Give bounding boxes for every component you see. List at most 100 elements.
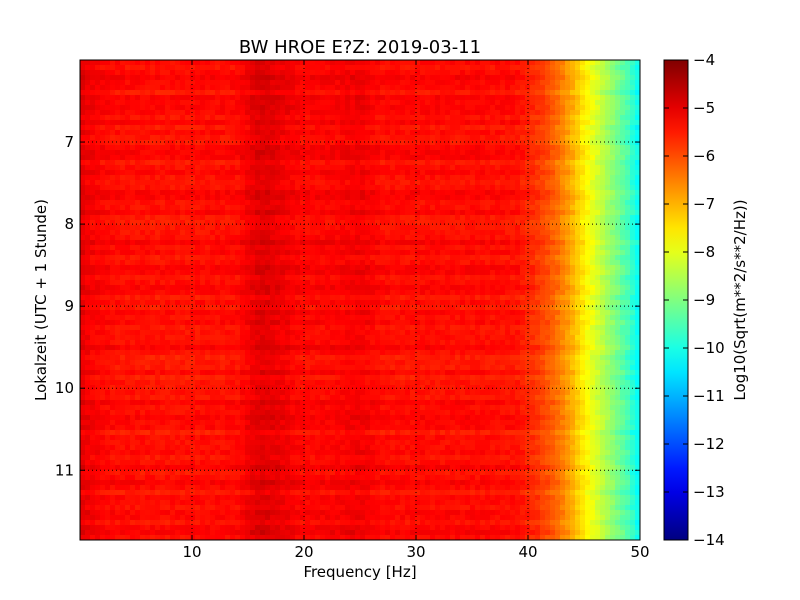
heatmap-cell bbox=[95, 80, 101, 86]
heatmap-cell bbox=[425, 135, 431, 141]
heatmap-cell bbox=[200, 60, 206, 66]
heatmap-cell bbox=[115, 245, 121, 251]
heatmap-cell bbox=[385, 245, 391, 251]
heatmap-cell bbox=[235, 245, 241, 251]
heatmap-cell bbox=[525, 100, 531, 106]
heatmap-cell bbox=[590, 195, 596, 201]
heatmap-cell bbox=[615, 80, 621, 86]
heatmap-cell bbox=[140, 160, 146, 166]
heatmap-cell bbox=[125, 155, 131, 161]
heatmap-cell bbox=[570, 175, 576, 181]
heatmap-cell bbox=[630, 160, 636, 166]
heatmap-cell bbox=[290, 150, 296, 156]
heatmap-cell bbox=[560, 110, 566, 116]
heatmap-cell bbox=[510, 100, 516, 106]
heatmap-cell bbox=[565, 250, 571, 256]
heatmap-cell bbox=[115, 85, 121, 91]
heatmap-cell bbox=[465, 70, 471, 76]
heatmap-cell bbox=[165, 65, 171, 71]
heatmap-cell bbox=[490, 100, 496, 106]
heatmap-cell bbox=[105, 95, 111, 101]
heatmap-cell bbox=[605, 265, 611, 271]
heatmap-cell bbox=[150, 125, 156, 131]
heatmap-cell bbox=[190, 245, 196, 251]
heatmap-cell bbox=[430, 215, 436, 221]
heatmap-cell bbox=[110, 210, 116, 216]
heatmap-cell bbox=[625, 275, 631, 281]
heatmap-cell bbox=[115, 110, 121, 116]
heatmap-cell bbox=[90, 270, 96, 276]
heatmap-cell bbox=[405, 235, 411, 241]
heatmap-cell bbox=[180, 130, 186, 136]
heatmap-cell bbox=[610, 200, 616, 206]
heatmap-cell bbox=[335, 80, 341, 86]
heatmap-cell bbox=[385, 270, 391, 276]
heatmap-cell bbox=[555, 125, 561, 131]
heatmap-cell bbox=[155, 65, 161, 71]
heatmap-cell bbox=[415, 245, 421, 251]
heatmap-cell bbox=[335, 210, 341, 216]
heatmap-cell bbox=[165, 105, 171, 111]
heatmap-cell bbox=[440, 125, 446, 131]
heatmap-cell bbox=[100, 215, 106, 221]
heatmap-cell bbox=[330, 280, 336, 286]
heatmap-cell bbox=[210, 95, 216, 101]
heatmap-cell bbox=[625, 215, 631, 221]
heatmap-cell bbox=[570, 80, 576, 86]
heatmap-cell bbox=[215, 100, 221, 106]
heatmap-cell bbox=[635, 80, 641, 86]
heatmap-cell bbox=[140, 195, 146, 201]
heatmap-cell bbox=[460, 200, 466, 206]
heatmap-cell bbox=[360, 170, 366, 176]
heatmap-cell bbox=[445, 270, 451, 276]
heatmap-cell bbox=[535, 100, 541, 106]
heatmap-cell bbox=[300, 250, 306, 256]
heatmap-cell bbox=[425, 215, 431, 221]
heatmap-cell bbox=[320, 110, 326, 116]
heatmap-cell bbox=[195, 85, 201, 91]
heatmap-cell bbox=[125, 195, 131, 201]
heatmap-cell bbox=[80, 130, 86, 136]
heatmap-cell bbox=[365, 265, 371, 271]
heatmap-cell bbox=[85, 250, 91, 256]
heatmap-cell bbox=[240, 195, 246, 201]
heatmap-cell bbox=[90, 220, 96, 226]
heatmap-cell bbox=[170, 185, 176, 191]
heatmap-cell bbox=[235, 275, 241, 281]
heatmap-cell bbox=[240, 145, 246, 151]
heatmap-cell bbox=[410, 180, 416, 186]
heatmap-cell bbox=[545, 240, 551, 246]
heatmap-cell bbox=[385, 115, 391, 121]
heatmap-cell bbox=[425, 220, 431, 226]
heatmap-cell bbox=[240, 280, 246, 286]
heatmap-cell bbox=[175, 155, 181, 161]
heatmap-cell bbox=[390, 210, 396, 216]
heatmap-cell bbox=[450, 205, 456, 211]
heatmap-cell bbox=[205, 85, 211, 91]
heatmap-cell bbox=[630, 255, 636, 261]
heatmap-cell bbox=[330, 90, 336, 96]
heatmap-cell bbox=[310, 190, 316, 196]
heatmap-cell bbox=[495, 165, 501, 171]
heatmap-cell bbox=[310, 90, 316, 96]
heatmap-cell bbox=[425, 70, 431, 76]
heatmap-cell bbox=[290, 155, 296, 161]
heatmap-cell bbox=[305, 125, 311, 131]
heatmap-cell bbox=[240, 100, 246, 106]
heatmap-cell bbox=[550, 190, 556, 196]
heatmap-cell bbox=[550, 260, 556, 266]
heatmap-cell bbox=[415, 60, 421, 66]
heatmap-cell bbox=[440, 70, 446, 76]
heatmap-cell bbox=[165, 75, 171, 81]
heatmap-cell bbox=[530, 205, 536, 211]
heatmap-cell bbox=[485, 150, 491, 156]
heatmap-cell bbox=[465, 165, 471, 171]
heatmap-cell bbox=[130, 80, 136, 86]
heatmap-cell bbox=[575, 145, 581, 151]
heatmap-cell bbox=[545, 70, 551, 76]
heatmap-cell bbox=[590, 215, 596, 221]
heatmap-cell bbox=[225, 75, 231, 81]
heatmap-cell bbox=[620, 210, 626, 216]
heatmap-cell bbox=[285, 95, 291, 101]
heatmap-cell bbox=[585, 125, 591, 131]
